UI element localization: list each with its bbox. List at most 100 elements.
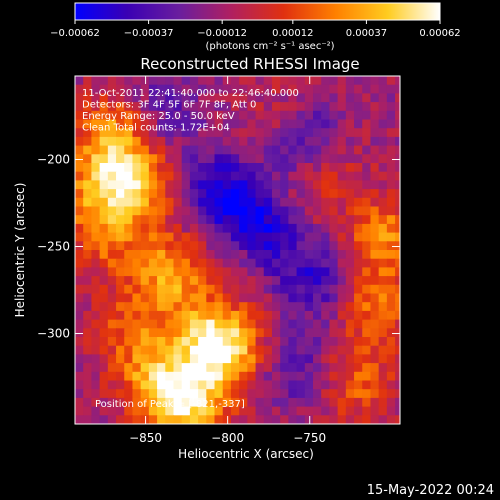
heatmap-cell <box>288 371 298 382</box>
heatmap-cell <box>222 197 232 208</box>
heatmap-cell <box>362 180 372 190</box>
heatmap-cell <box>362 76 372 86</box>
heatmap-cell <box>140 406 150 416</box>
heatmap-cell <box>91 180 101 190</box>
heatmap-cell <box>165 415 175 424</box>
heatmap-cell <box>255 223 265 234</box>
heatmap-cell <box>321 128 331 138</box>
heatmap-cell <box>132 197 142 208</box>
heatmap-cell <box>148 119 158 129</box>
heatmap-cell <box>378 293 388 303</box>
heatmap-cell <box>370 136 380 147</box>
heatmap-cell <box>75 284 84 295</box>
heatmap-cell <box>247 128 257 138</box>
heatmap-cell <box>75 406 84 416</box>
heatmap-cell <box>247 319 257 329</box>
y-tick-label: −300 <box>37 327 70 341</box>
heatmap-cell <box>263 110 273 121</box>
heatmap-cell <box>157 93 166 103</box>
heatmap-cell <box>181 345 191 355</box>
heatmap-cell <box>181 328 191 338</box>
heatmap-cell <box>354 406 363 416</box>
heatmap-cell <box>124 84 134 94</box>
heatmap-cell <box>386 267 396 277</box>
heatmap-cell <box>321 215 331 225</box>
heatmap-cell <box>239 84 248 94</box>
heatmap-cell <box>124 232 134 242</box>
heatmap-cell <box>83 415 93 424</box>
heatmap-cell <box>132 371 142 382</box>
heatmap-cell <box>214 128 224 138</box>
heatmap-cell <box>239 380 248 390</box>
heatmap-cell <box>280 267 289 277</box>
heatmap-cell <box>271 171 281 181</box>
heatmap-cell <box>198 197 207 208</box>
heatmap-cell <box>222 363 232 373</box>
heatmap-cell <box>214 145 224 155</box>
heatmap-cell <box>313 310 322 321</box>
heatmap-cell <box>181 223 191 234</box>
heatmap-cell <box>222 310 232 321</box>
heatmap-cell <box>198 206 207 216</box>
heatmap-cell <box>271 258 281 268</box>
heatmap-cell <box>378 102 388 112</box>
heatmap-cell <box>304 406 314 416</box>
heatmap-cell <box>107 128 117 138</box>
heatmap-cell <box>99 363 109 373</box>
heatmap-cell <box>386 110 396 121</box>
heatmap-cell <box>280 136 289 147</box>
heatmap-cell <box>91 128 101 138</box>
heatmap-cell <box>91 206 101 216</box>
heatmap-cell <box>247 171 257 181</box>
heatmap-cell <box>288 119 298 129</box>
heatmap-cell <box>288 267 298 277</box>
heatmap-cell <box>181 310 191 321</box>
heatmap-cell <box>247 93 257 103</box>
heatmap-cell <box>370 232 380 242</box>
heatmap-cell <box>239 302 248 312</box>
heatmap-cell <box>132 267 142 277</box>
heatmap-cell <box>263 371 273 382</box>
heatmap-cell <box>173 302 183 312</box>
heatmap-cell <box>91 76 101 86</box>
heatmap-cell <box>288 223 298 234</box>
heatmap-cell <box>124 215 134 225</box>
heatmap-cell <box>313 363 322 373</box>
heatmap-cell <box>345 154 355 164</box>
heatmap-cell <box>157 206 166 216</box>
heatmap-cell <box>116 84 125 94</box>
heatmap-cell <box>83 93 93 103</box>
heatmap-cell <box>206 232 216 242</box>
heatmap-cell <box>247 310 257 321</box>
heatmap-cell <box>239 267 248 277</box>
heatmap-cell <box>91 84 101 94</box>
heatmap-cell <box>263 163 273 173</box>
heatmap-cell <box>157 215 166 225</box>
heatmap-cell <box>124 363 134 373</box>
heatmap-cell <box>296 163 306 173</box>
heatmap-cell <box>329 302 339 312</box>
heatmap-cell <box>296 154 306 164</box>
heatmap-cell <box>386 310 396 321</box>
heatmap-cell <box>296 189 306 199</box>
heatmap-cell <box>157 302 166 312</box>
heatmap-cell <box>181 197 191 208</box>
heatmap-cell <box>271 267 281 277</box>
heatmap-cell <box>280 363 289 373</box>
heatmap-cell <box>173 319 183 329</box>
heatmap-cell <box>386 389 396 399</box>
heatmap-cell <box>337 119 347 129</box>
heatmap-cell <box>214 276 224 286</box>
heatmap-cell <box>83 241 93 251</box>
heatmap-cell <box>313 189 322 199</box>
heatmap-cell <box>296 215 306 225</box>
heatmap-cell <box>181 136 191 147</box>
heatmap-cell <box>214 93 224 103</box>
heatmap-cell <box>83 145 93 155</box>
heatmap-cell <box>198 241 207 251</box>
heatmap-cell <box>198 215 207 225</box>
heatmap-cell <box>181 163 191 173</box>
heatmap-cell <box>107 354 117 364</box>
heatmap-cell <box>189 180 199 190</box>
heatmap-cell <box>230 163 240 173</box>
